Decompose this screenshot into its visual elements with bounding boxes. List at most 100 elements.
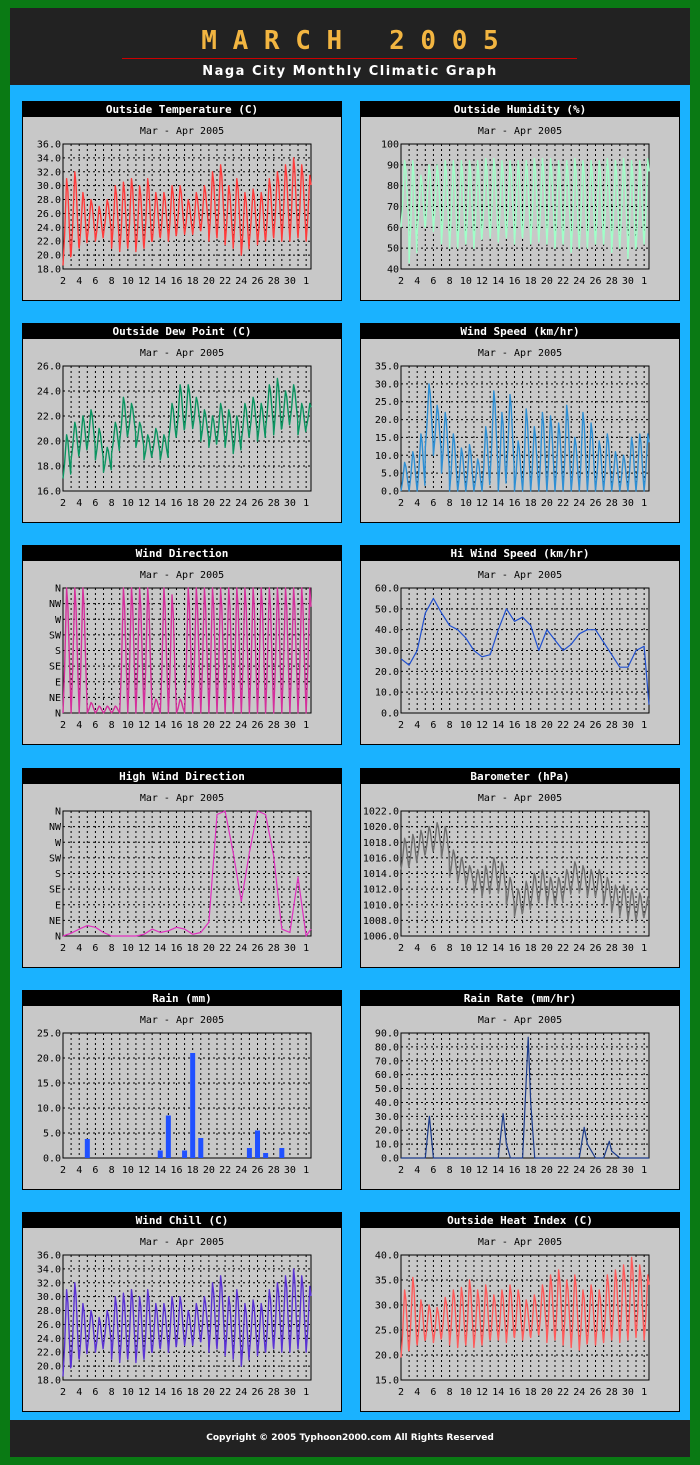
y-tick-label: 40: [387, 265, 399, 276]
x-tick-label: 26: [251, 943, 263, 954]
x-tick-label: 18: [525, 1165, 537, 1176]
x-tick-label: 28: [268, 1387, 280, 1398]
x-tick-label: 26: [589, 498, 601, 509]
y-tick-label: 35.0: [375, 362, 399, 373]
x-tick-label: 28: [606, 498, 618, 509]
x-tick-label: 26: [589, 1387, 601, 1398]
x-tick-label: 30: [622, 1387, 634, 1398]
x-tick-label: 1: [303, 720, 309, 731]
chart-title: Wind Direction: [23, 546, 341, 561]
y-tick-label: S: [55, 646, 61, 657]
x-tick-label: 24: [573, 276, 585, 287]
x-tick-label: 10: [460, 1165, 472, 1176]
y-tick-label: N: [55, 709, 61, 720]
y-tick-label: 10.0: [375, 451, 399, 462]
x-tick-label: 24: [235, 1165, 247, 1176]
y-tick-label: 0.0: [381, 487, 399, 498]
x-tick-label: 20: [203, 276, 215, 287]
x-tick-label: 20: [203, 498, 215, 509]
x-tick-label: 14: [154, 498, 166, 509]
y-tick-label: 22.0: [37, 412, 61, 423]
chart-subtitle: Mar - Apr 2005: [478, 570, 562, 581]
x-tick-label: 24: [235, 498, 247, 509]
y-tick-label: 5.0: [43, 1129, 61, 1140]
x-tick-label: 6: [92, 943, 98, 954]
chart-panel-humidity: Outside Humidity (%) Mar - Apr 2005 40 50 60…: [360, 101, 680, 301]
x-tick-label: 16: [508, 1387, 520, 1398]
x-tick-label: 18: [525, 720, 537, 731]
chart-subtitle: Mar - Apr 2005: [478, 793, 562, 804]
x-tick-label: 30: [622, 498, 634, 509]
x-tick-label: 28: [606, 276, 618, 287]
x-tick-label: 10: [122, 943, 134, 954]
x-tick-label: 8: [109, 1387, 115, 1398]
chart-title: Rain Rate (mm/hr): [361, 991, 679, 1006]
y-tick-label: 20.0: [375, 1351, 399, 1362]
series-line-heatindex: [400, 1256, 650, 1358]
chart-panel-heatindex: Outside Heat Index (C) Mar - Apr 2005 15.0…: [360, 1212, 680, 1412]
x-tick-label: 22: [219, 276, 231, 287]
y-tick-label: 10.0: [375, 688, 399, 699]
rain-bar: [190, 1053, 196, 1158]
x-tick-label: 14: [492, 943, 504, 954]
x-tick-label: 30: [284, 276, 296, 287]
x-tick-label: 18: [525, 943, 537, 954]
y-tick-label: 24.0: [37, 223, 61, 234]
x-tick-label: 20: [203, 720, 215, 731]
x-tick-label: 30: [284, 720, 296, 731]
chart-subtitle: Mar - Apr 2005: [478, 1237, 562, 1248]
x-tick-label: 24: [573, 943, 585, 954]
y-tick-label: 0.0: [381, 709, 399, 720]
y-tick-label: 32.0: [37, 167, 61, 178]
chart-subtitle: Mar - Apr 2005: [140, 348, 224, 359]
y-tick-label: 16.0: [37, 487, 61, 498]
x-tick-label: 2: [398, 1387, 404, 1398]
x-tick-label: 14: [154, 720, 166, 731]
y-tick-label: 18.0: [37, 462, 61, 473]
x-tick-label: 14: [154, 1387, 166, 1398]
x-tick-label: 12: [476, 276, 488, 287]
x-tick-label: 14: [492, 720, 504, 731]
x-tick-label: 20: [203, 1165, 215, 1176]
x-tick-label: 1: [303, 498, 309, 509]
rain-bar: [198, 1138, 204, 1158]
x-tick-label: 10: [122, 1387, 134, 1398]
y-tick-label: SE: [49, 885, 61, 896]
y-tick-label: W: [55, 615, 62, 626]
x-tick-label: 22: [557, 276, 569, 287]
y-tick-label: 1008.0: [363, 916, 399, 927]
y-tick-label: 1014.0: [363, 869, 399, 880]
x-tick-label: 20: [541, 1165, 553, 1176]
chart-svg-heatindex: Mar - Apr 2005 15.0 20.0 25.0 30.0 35.0 40.0 2 4…: [375, 1237, 650, 1398]
x-tick-label: 22: [219, 1165, 231, 1176]
chart-title: Wind Speed (km/hr): [361, 324, 679, 339]
x-tick-label: 28: [606, 1387, 618, 1398]
chart-title: High Wind Direction: [23, 769, 341, 784]
x-tick-label: 20: [541, 276, 553, 287]
chart-subtitle: Mar - Apr 2005: [478, 1015, 562, 1026]
x-tick-label: 12: [138, 498, 150, 509]
x-tick-label: 28: [268, 720, 280, 731]
x-tick-label: 4: [414, 1387, 420, 1398]
x-tick-label: 18: [187, 1387, 199, 1398]
x-tick-label: 20: [541, 943, 553, 954]
series-line-hiwinddir: [62, 810, 312, 937]
x-tick-label: 22: [219, 1387, 231, 1398]
x-tick-label: 22: [219, 943, 231, 954]
y-tick-label: 1018.0: [363, 838, 399, 849]
chart-title: Outside Temperature (C): [23, 102, 341, 117]
x-tick-label: 4: [76, 720, 82, 731]
x-tick-label: 1: [303, 1387, 309, 1398]
rain-bar: [182, 1150, 188, 1158]
x-tick-label: 14: [154, 276, 166, 287]
chart-panel-hiwinddir: High Wind Direction Mar - Apr 2005 N NE E SE S…: [22, 768, 342, 968]
y-tick-label: NE: [49, 693, 61, 704]
x-tick-label: 8: [109, 498, 115, 509]
y-tick-label: 1006.0: [363, 932, 399, 943]
x-tick-label: 18: [525, 1387, 537, 1398]
x-tick-label: 30: [284, 1165, 296, 1176]
x-tick-label: 4: [414, 276, 420, 287]
x-tick-label: 4: [76, 1165, 82, 1176]
y-tick-label: 28.0: [37, 1306, 61, 1317]
